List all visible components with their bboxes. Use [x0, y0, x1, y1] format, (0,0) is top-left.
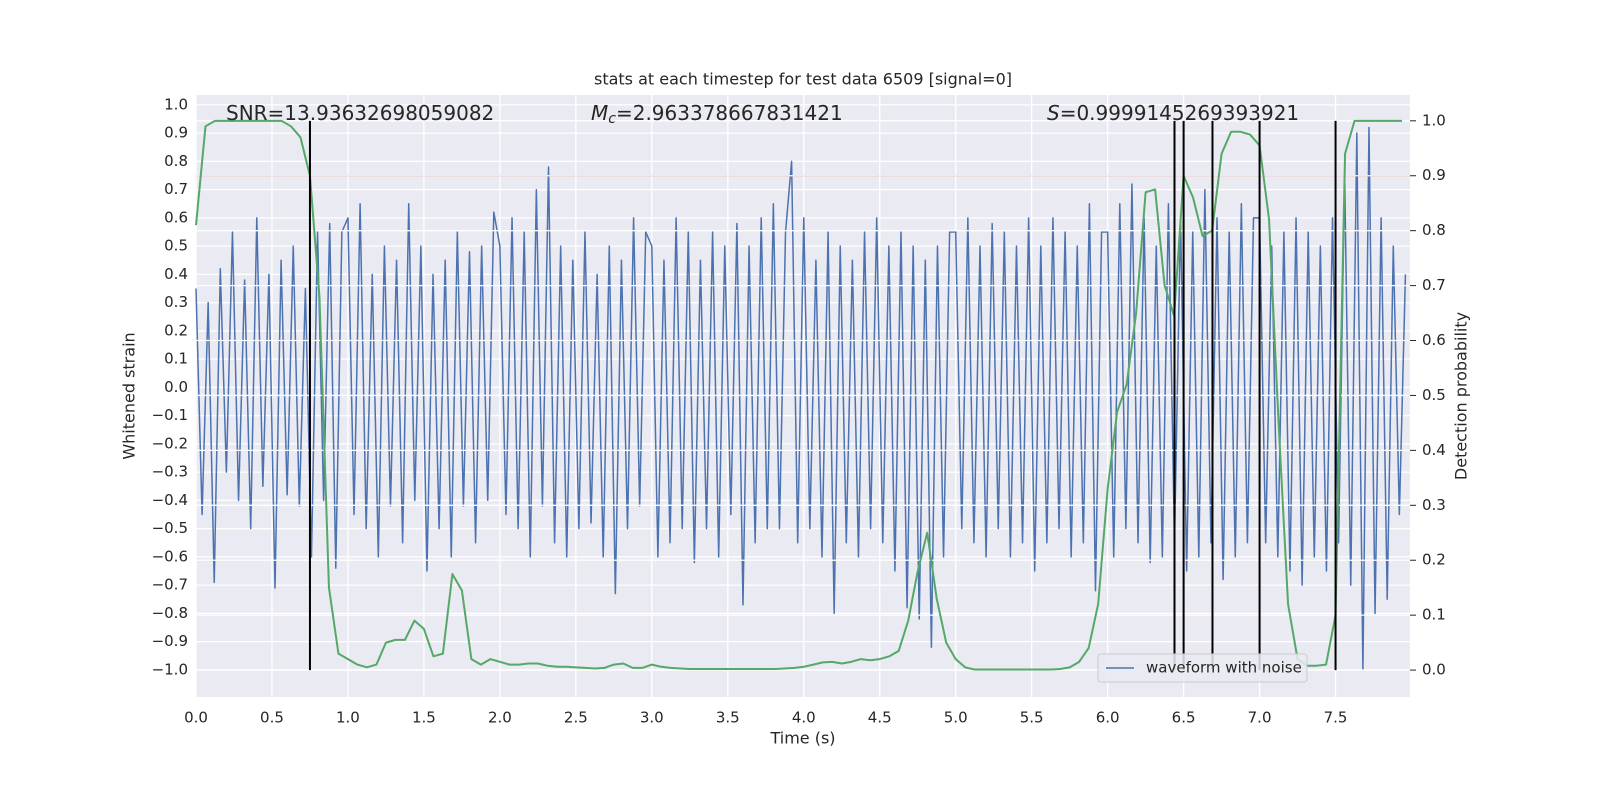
- y-axis-label: Whitened strain: [120, 332, 139, 459]
- y-tick-label: 0.7: [164, 180, 188, 198]
- y-tick-label: −0.2: [152, 434, 188, 452]
- y2-tick-label: 0.3: [1422, 496, 1446, 514]
- y-tick-label: 0.3: [164, 293, 188, 311]
- annotation-subscript: c: [608, 111, 616, 127]
- x-tick-label: 5.5: [1020, 709, 1044, 727]
- x-axis-label: Time (s): [769, 729, 835, 748]
- x-tick-label: 4.0: [792, 709, 816, 727]
- y-tick-label: −0.3: [152, 463, 188, 481]
- x-tick-label: 3.0: [640, 709, 664, 727]
- y-tick-label: −0.5: [152, 519, 188, 537]
- annotation: Mc=2.963378667831421: [591, 101, 843, 128]
- y-tick-label: 0.5: [164, 237, 188, 255]
- data-line: [195, 119, 1403, 671]
- y2-tick-label: 0.0: [1422, 661, 1446, 679]
- x-tick-label: 1.0: [336, 709, 360, 727]
- y2-tick-label: 0.8: [1422, 221, 1446, 239]
- y-tick-label: 0.8: [164, 152, 188, 170]
- data-line: [195, 126, 1407, 671]
- y-tick-label: −0.8: [152, 604, 188, 622]
- y-tick-label: 0.2: [164, 321, 188, 339]
- x-tick-label: 2.0: [488, 709, 512, 727]
- annotation-text: =2.963378667831421: [616, 101, 843, 125]
- y2-axis-label: Detection probability: [1452, 312, 1471, 480]
- annotation-text: =0.9999145269393921: [1060, 101, 1299, 125]
- y2-tick-label: 0.6: [1422, 331, 1446, 349]
- y2-tick-label: 0.1: [1422, 606, 1446, 624]
- y2-tick-label: 0.4: [1422, 441, 1446, 459]
- x-tick-label: 0.0: [184, 709, 208, 727]
- y-tick-label: −0.1: [152, 406, 188, 424]
- x-tick-label: 7.5: [1324, 709, 1348, 727]
- legend-box: [1097, 653, 1308, 683]
- chart-title: stats at each timestep for test data 650…: [594, 70, 1012, 89]
- legend-label: waveform with noise: [1146, 659, 1302, 677]
- y-tick-label: 1.0: [164, 95, 188, 113]
- y-tick-label: 0.0: [164, 378, 188, 396]
- y2-tick-label: 0.9: [1422, 166, 1446, 184]
- legend: waveform with noise: [1097, 653, 1308, 683]
- annotation: S=0.9999145269393921: [1047, 101, 1299, 125]
- annotation-symbol: M: [591, 101, 608, 125]
- y-tick-label: −0.6: [152, 547, 188, 565]
- x-tick-label: 7.0: [1248, 709, 1272, 727]
- y2-tick-label: 0.5: [1422, 386, 1446, 404]
- annotation: SNR=13.93632698059082: [226, 101, 494, 125]
- x-tick-label: 3.5: [716, 709, 740, 727]
- x-tick-label: 4.5: [868, 709, 892, 727]
- y-tick-label: 0.1: [164, 350, 188, 368]
- y-tick-label: 0.9: [164, 124, 188, 142]
- x-tick-label: 2.5: [564, 709, 588, 727]
- y-tick-label: 0.6: [164, 208, 188, 226]
- y-tick-label: −0.4: [152, 491, 188, 509]
- x-tick-label: 6.0: [1096, 709, 1120, 727]
- y2-tick-label: 1.0: [1422, 111, 1446, 129]
- annotation-text: SNR=13.93632698059082: [226, 101, 494, 125]
- y-tick-label: −0.7: [152, 576, 188, 594]
- y-tick-label: 0.4: [164, 265, 188, 283]
- y2-tick-label: 0.2: [1422, 551, 1446, 569]
- y-tick-label: −0.9: [152, 632, 188, 650]
- y2-tick-label: 0.7: [1422, 276, 1446, 294]
- x-tick-label: 0.5: [260, 709, 284, 727]
- x-tick-label: 5.0: [944, 709, 968, 727]
- x-tick-label: 6.5: [1172, 709, 1196, 727]
- annotation-symbol: S: [1047, 101, 1060, 125]
- x-tick-label: 1.5: [412, 709, 436, 727]
- y-tick-label: −1.0: [152, 660, 188, 678]
